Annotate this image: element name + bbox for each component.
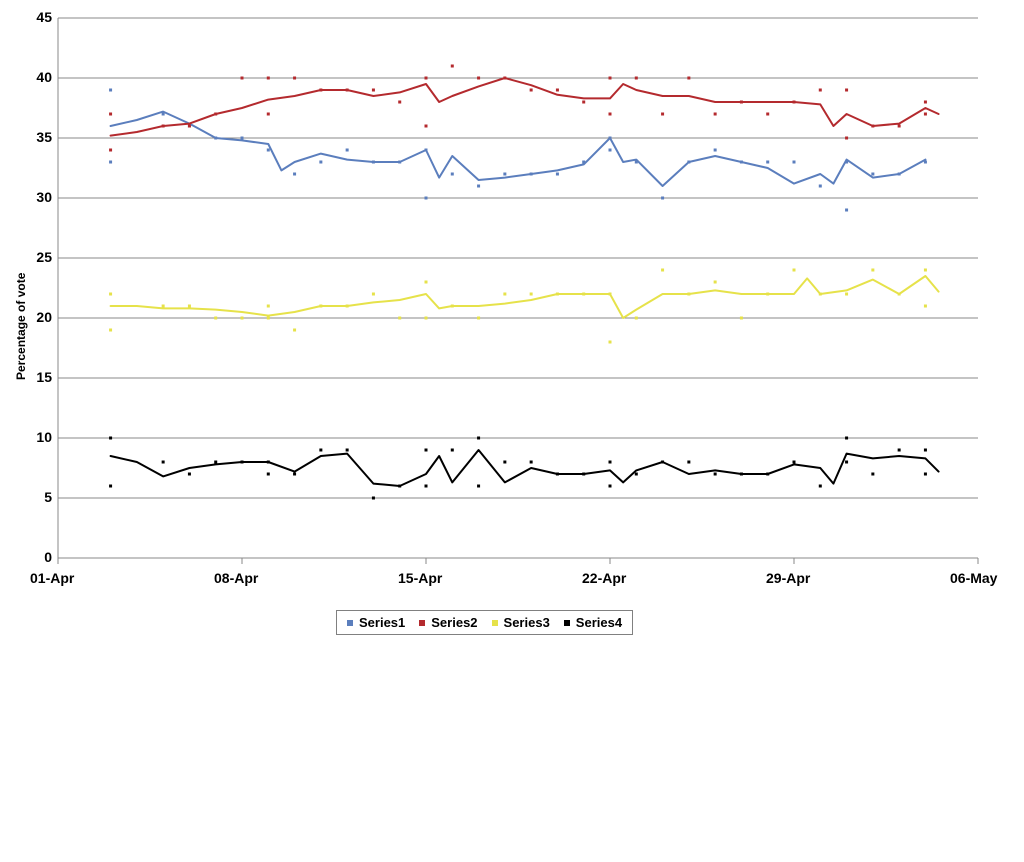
- y-tick-label: 30: [36, 189, 52, 205]
- legend-swatch: [564, 620, 570, 626]
- legend-label: Series1: [359, 615, 405, 630]
- y-axis-label: Percentage of vote: [14, 273, 28, 380]
- y-tick-label: 5: [44, 489, 52, 505]
- legend-label: Series2: [431, 615, 477, 630]
- legend-item: Series3: [492, 615, 550, 630]
- chart-svg: [0, 0, 1024, 700]
- y-tick-label: 35: [36, 129, 52, 145]
- y-tick-label: 40: [36, 69, 52, 85]
- x-tick-label: 06-May: [950, 570, 997, 586]
- y-tick-label: 0: [44, 549, 52, 565]
- legend-swatch: [492, 620, 498, 626]
- legend-item: Series2: [419, 615, 477, 630]
- y-tick-label: 15: [36, 369, 52, 385]
- y-tick-label: 25: [36, 249, 52, 265]
- y-tick-label: 45: [36, 9, 52, 25]
- x-tick-label: 22-Apr: [582, 570, 626, 586]
- legend-swatch: [419, 620, 425, 626]
- x-tick-label: 08-Apr: [214, 570, 258, 586]
- legend-item: Series1: [347, 615, 405, 630]
- chart-legend: Series1 Series2 Series3 Series4: [336, 610, 633, 635]
- y-tick-label: 10: [36, 429, 52, 445]
- legend-item: Series4: [564, 615, 622, 630]
- x-tick-label: 29-Apr: [766, 570, 810, 586]
- x-tick-label: 01-Apr: [30, 570, 74, 586]
- chart-page: Percentage of vote 0 5 10 15 20 25 30 35 40 45 01…: [0, 0, 1024, 862]
- y-tick-label: 20: [36, 309, 52, 325]
- legend-label: Series4: [576, 615, 622, 630]
- vote-chart: Percentage of vote 0 5 10 15 20 25 30 35 40 45 01…: [0, 0, 1024, 862]
- legend-swatch: [347, 620, 353, 626]
- legend-label: Series3: [504, 615, 550, 630]
- x-tick-label: 15-Apr: [398, 570, 442, 586]
